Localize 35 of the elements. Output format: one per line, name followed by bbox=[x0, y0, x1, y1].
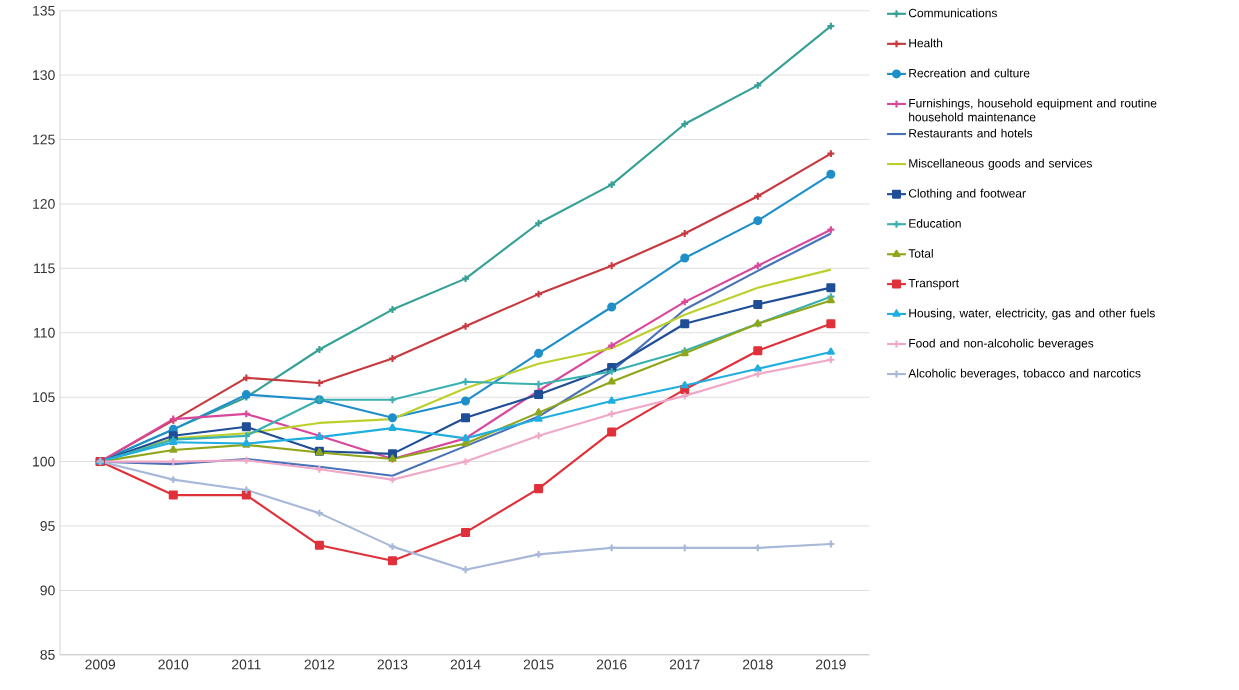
y-tick-label: 85 bbox=[40, 650, 55, 661]
x-tick-label: 2014 bbox=[450, 659, 481, 670]
y-tick-label: 130 bbox=[33, 70, 55, 81]
y-tick-label: 110 bbox=[34, 328, 55, 338]
legend-label: Communications bbox=[908, 8, 997, 18]
legend-label: Restaurants and hotels bbox=[909, 128, 1033, 138]
x-tick-label: 2018 bbox=[742, 659, 773, 670]
x-tick-label: 2017 bbox=[669, 659, 700, 670]
legend-label: Health bbox=[909, 38, 943, 48]
y-tick-label: 95 bbox=[40, 521, 55, 532]
legend-label: Transport bbox=[908, 279, 959, 290]
legend-label: Food and non-alcoholic beverages bbox=[909, 338, 1094, 351]
y-tick-label: 120 bbox=[33, 199, 55, 210]
legend-label: Recreation and culture bbox=[909, 68, 1030, 78]
x-tick-label: 2009 bbox=[85, 659, 116, 670]
y-tick-label: 90 bbox=[40, 585, 55, 596]
legend-label: Clothing and footwear bbox=[908, 189, 1026, 201]
y-tick-label: 115 bbox=[34, 263, 55, 274]
legend-label: Miscellaneous goods and services bbox=[909, 159, 1092, 171]
x-tick-label: 2019 bbox=[816, 659, 846, 670]
y-tick-label: 100 bbox=[33, 456, 55, 467]
legend-label: Total bbox=[908, 249, 933, 258]
x-tick-label: 2010 bbox=[158, 659, 189, 670]
legend-label: Housing, water, electricity, gas and other fuels bbox=[909, 308, 1155, 320]
x-tick-label: 2011 bbox=[232, 659, 261, 670]
legend-label: Education bbox=[909, 219, 961, 228]
y-tick-label: 125 bbox=[33, 134, 55, 145]
x-tick-label: 2012 bbox=[304, 659, 335, 670]
x-tick-label: 2016 bbox=[596, 659, 627, 670]
legend-label: Alcoholic beverages, tobacco and narcotics bbox=[908, 368, 1141, 381]
x-tick-label: 2013 bbox=[377, 659, 408, 670]
legend-label: Furnishings, household equipment and routine household maintenance bbox=[909, 98, 1157, 122]
y-tick-label: 105 bbox=[33, 392, 55, 403]
y-tick-label: 135 bbox=[33, 5, 55, 16]
x-tick-label: 2015 bbox=[523, 659, 554, 670]
